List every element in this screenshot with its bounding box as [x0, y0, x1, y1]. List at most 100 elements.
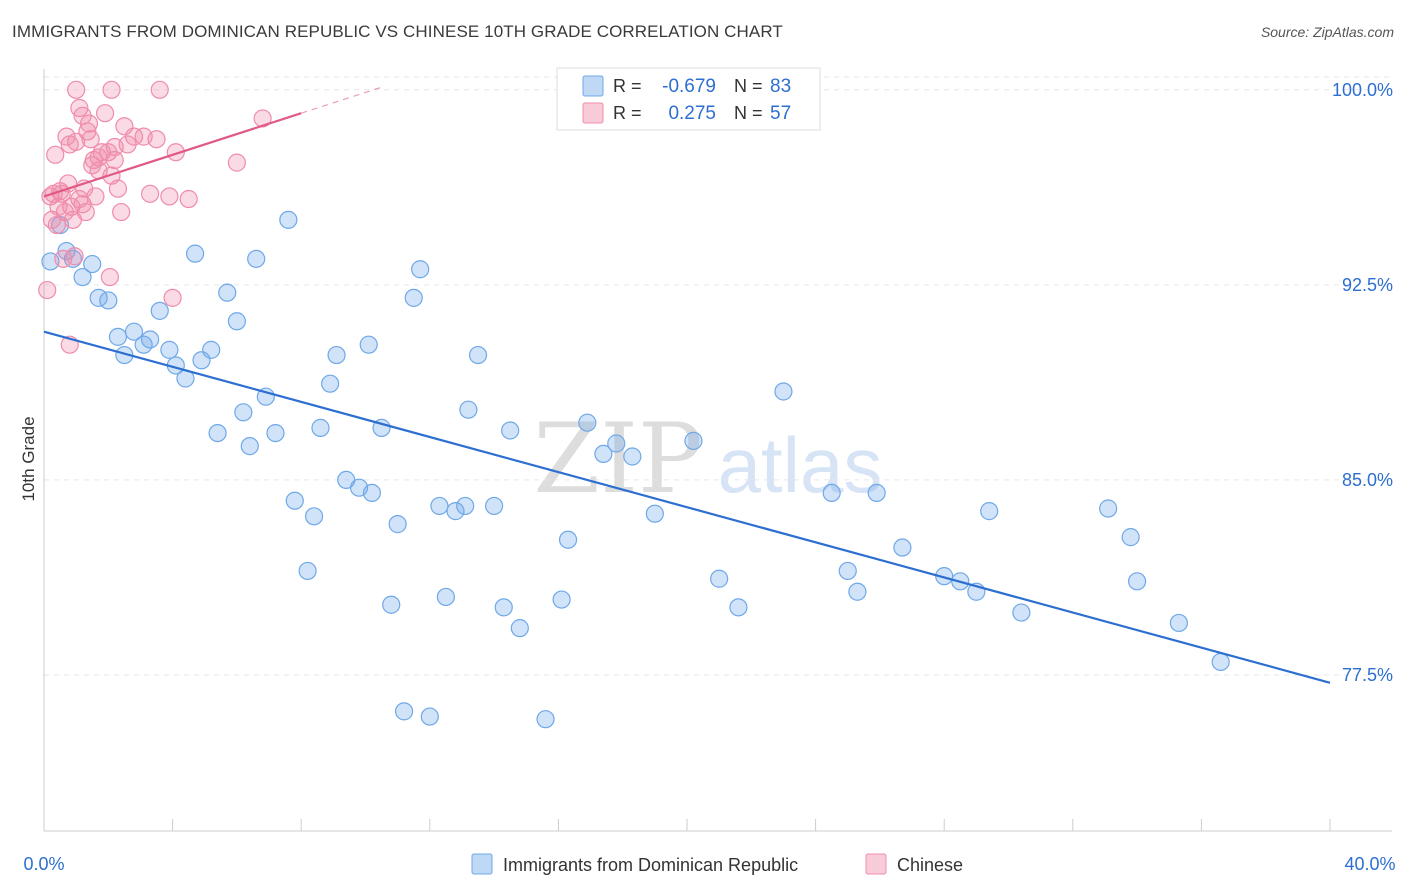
point-chinese	[47, 215, 66, 235]
point-dominican	[558, 530, 578, 549]
trend-line-dominican	[43, 330, 1331, 684]
x-tick-label-min: 0.0%	[23, 854, 64, 874]
point-chinese	[79, 114, 99, 133]
y-tick-label: 85.0%	[1342, 470, 1393, 490]
point-chinese	[163, 288, 182, 307]
y-axis-label: 10th Grade	[19, 416, 38, 501]
point-dominican	[394, 702, 414, 721]
point-dominican	[623, 447, 642, 466]
point-chinese	[124, 127, 144, 146]
point-dominican	[362, 483, 382, 503]
point-dominican	[729, 598, 748, 617]
point-dominican	[456, 496, 475, 516]
point-dominican	[578, 413, 597, 432]
point-dominican	[893, 538, 912, 557]
point-chinese	[160, 187, 179, 206]
point-dominican	[359, 335, 378, 354]
point-dominican	[1121, 528, 1140, 547]
point-dominican	[980, 502, 999, 521]
point-chinese	[81, 130, 100, 149]
point-dominican	[459, 400, 478, 419]
point-dominican	[73, 267, 92, 287]
point-dominican	[1169, 613, 1188, 633]
point-dominican	[279, 210, 298, 229]
stats-n-value-dominican: 83	[770, 76, 791, 97]
point-chinese	[65, 247, 84, 266]
point-chinese	[253, 109, 272, 128]
point-dominican	[140, 330, 160, 349]
stats-swatch-chinese	[582, 102, 604, 124]
point-dominican	[838, 561, 857, 581]
point-chinese	[108, 179, 128, 198]
x-tick-label-max: 40.0%	[1344, 854, 1395, 874]
point-chinese	[46, 145, 65, 164]
y-tick-label: 92.5%	[1342, 275, 1393, 295]
chart-title: IMMIGRANTS FROM DOMINICAN REPUBLIC VS CH…	[12, 22, 783, 41]
series-legend: Immigrants from Dominican Republic Chine…	[471, 853, 963, 875]
point-dominican	[411, 260, 430, 279]
point-dominican	[298, 561, 317, 581]
point-dominican	[160, 340, 179, 359]
stats-r-value-dominican: -0.679	[662, 76, 716, 97]
point-dominican	[774, 382, 793, 401]
point-chinese	[38, 280, 57, 300]
point-dominican	[1211, 652, 1230, 672]
stats-r-label-chinese: R =	[613, 103, 642, 123]
point-dominican	[420, 707, 439, 726]
watermark: ZIP atlas	[533, 403, 882, 515]
point-dominican	[240, 436, 259, 456]
point-dominican	[1012, 603, 1031, 622]
point-dominican	[382, 595, 401, 614]
point-dominican	[684, 431, 703, 450]
point-dominican	[234, 403, 253, 422]
point-dominican	[594, 444, 613, 464]
point-dominican	[304, 507, 324, 526]
point-chinese	[89, 148, 108, 167]
point-dominican	[247, 249, 266, 268]
legend-swatch-dominican	[471, 853, 493, 875]
point-dominican	[867, 483, 886, 503]
point-chinese	[166, 143, 185, 162]
point-chinese	[73, 195, 92, 214]
point-chinese	[102, 80, 121, 99]
y-tick-label: 77.5%	[1342, 665, 1393, 685]
point-dominican	[186, 244, 205, 263]
point-chinese	[95, 104, 115, 123]
point-chinese	[112, 202, 131, 222]
point-dominican	[266, 423, 285, 443]
point-dominican	[494, 598, 513, 617]
point-dominican	[327, 345, 346, 365]
point-chinese	[100, 267, 120, 287]
watermark-zip: ZIP	[533, 403, 702, 515]
legend-swatch-chinese	[865, 853, 887, 875]
point-dominican	[285, 491, 304, 510]
point-dominican	[202, 340, 221, 359]
y-tick-label: 100.0%	[1332, 80, 1393, 100]
point-chinese	[67, 132, 86, 151]
point-dominican	[108, 327, 128, 346]
point-chinese	[67, 80, 86, 99]
point-dominican	[510, 619, 529, 638]
point-chinese	[227, 153, 246, 172]
stats-legend: R = -0.679 N = 83 R = 0.275 N = 57	[556, 67, 821, 131]
point-dominican	[218, 283, 237, 302]
point-dominican	[150, 301, 169, 320]
point-dominican	[99, 291, 118, 310]
point-dominican	[124, 322, 144, 341]
trend-layer	[43, 86, 1331, 684]
point-dominican	[311, 418, 330, 437]
point-chinese	[140, 184, 160, 203]
point-dominican	[430, 496, 449, 516]
point-dominican	[536, 710, 555, 729]
point-dominican	[388, 515, 407, 534]
point-dominican	[822, 483, 841, 503]
point-dominican	[485, 496, 504, 516]
trend-line-chinese	[43, 112, 302, 198]
stats-swatch-dominican	[582, 75, 604, 97]
point-chinese	[150, 80, 169, 99]
point-dominican	[404, 288, 423, 307]
point-dominican	[607, 434, 626, 453]
point-dominican	[552, 590, 571, 609]
point-dominican	[227, 312, 246, 331]
